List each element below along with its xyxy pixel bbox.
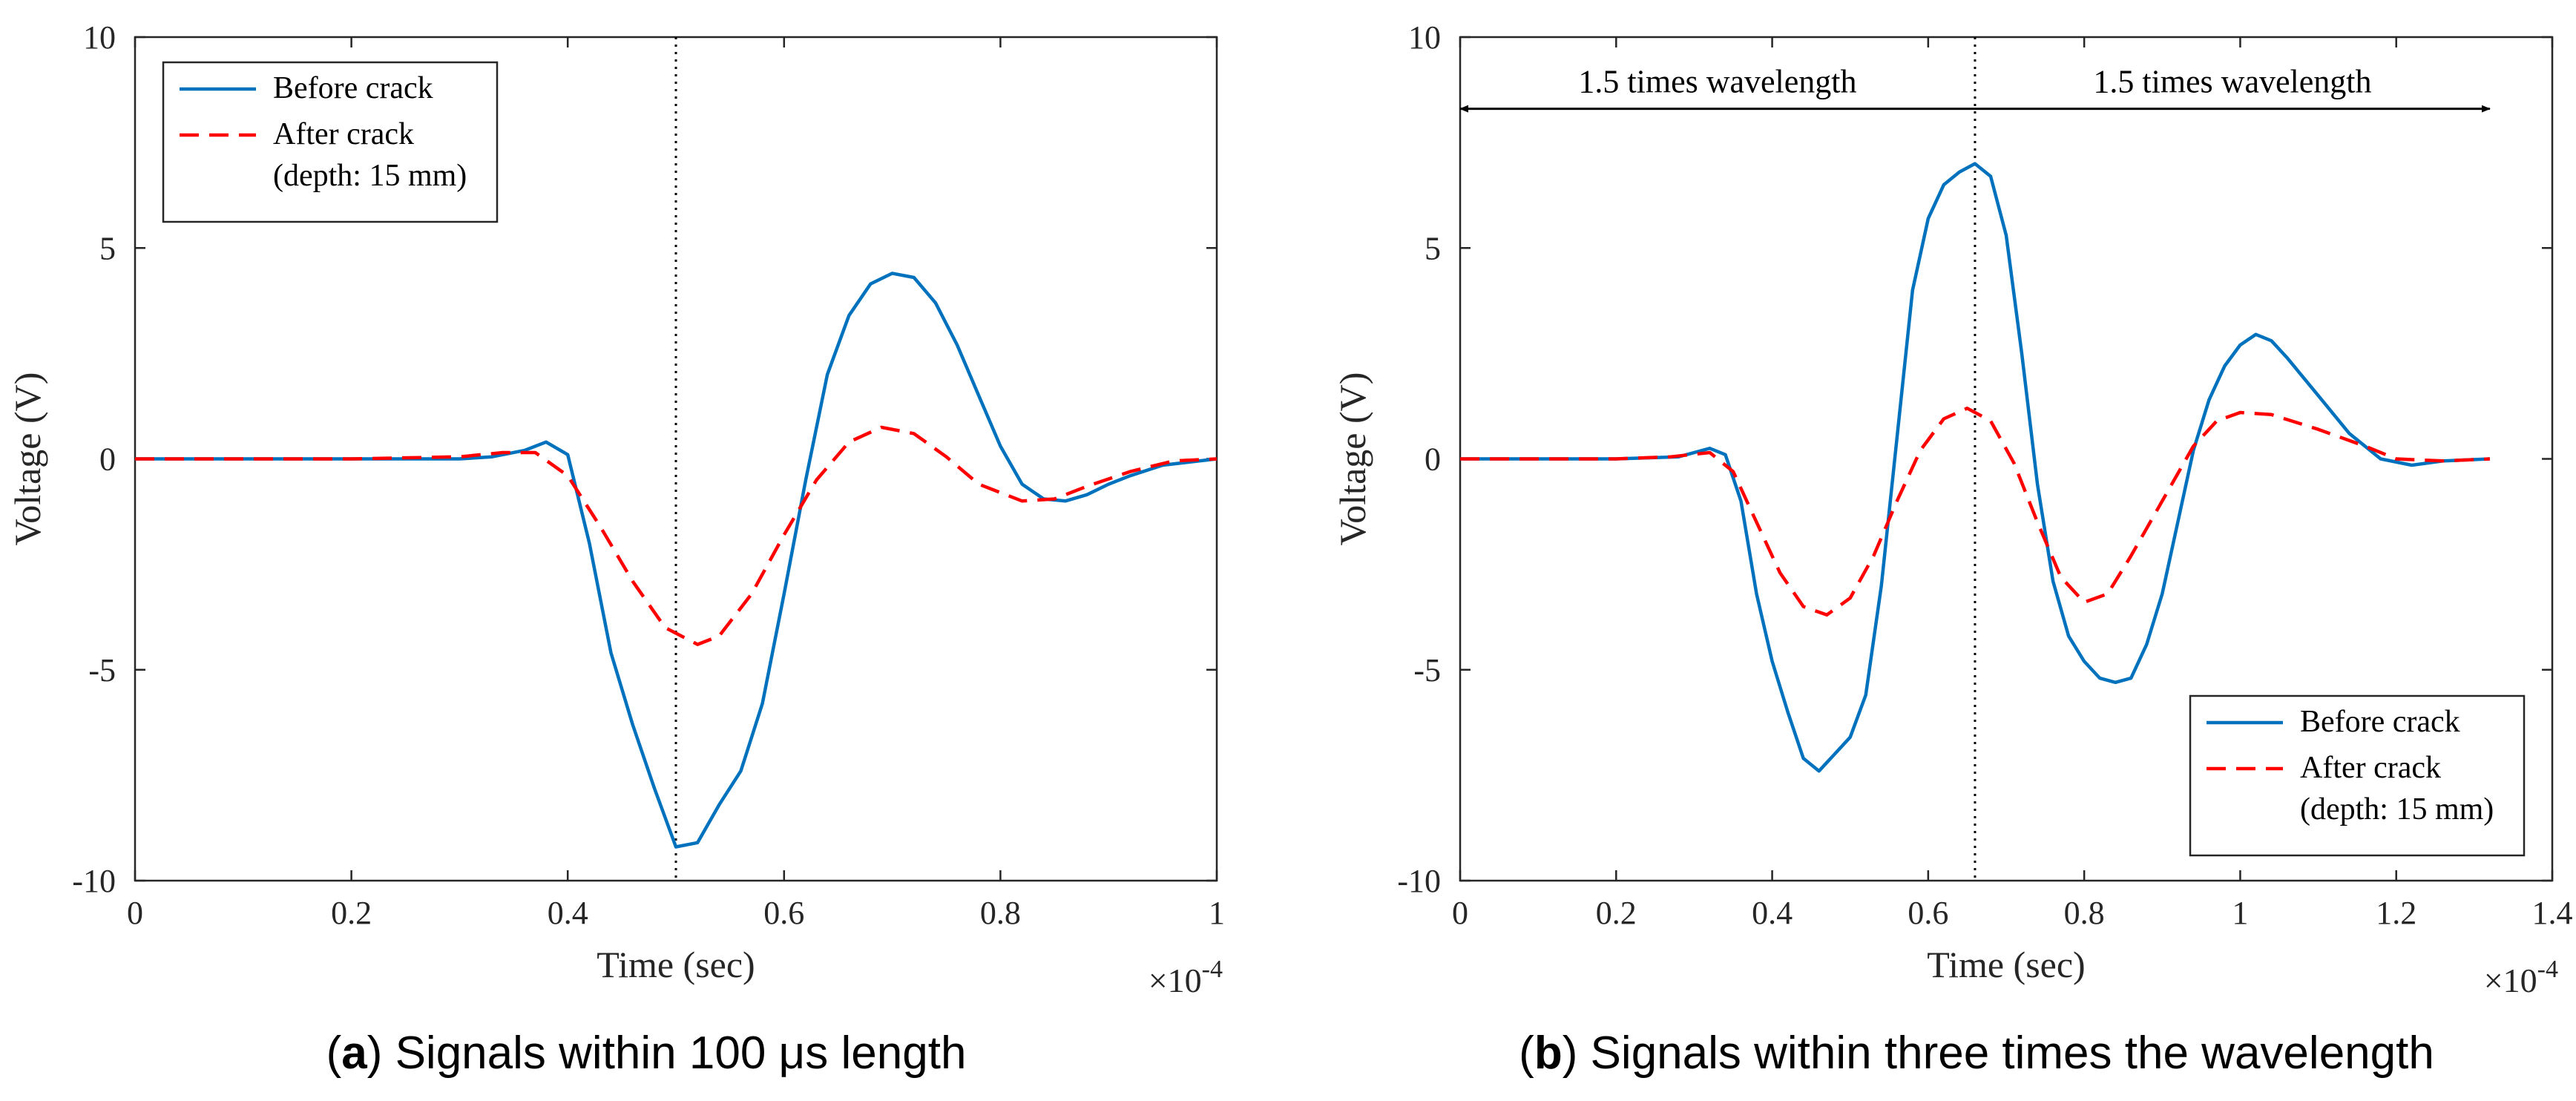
x-tick-label: 0.8: [980, 895, 1021, 931]
y-tick-label: 5: [1425, 230, 1441, 266]
caption-open-paren: (: [1519, 1028, 1534, 1079]
x-tick-label: 0.4: [548, 895, 588, 931]
x-tick-label: 0: [1452, 895, 1468, 931]
x-axis-label: Time (sec): [1927, 944, 2085, 985]
y-tick-label: -5: [1413, 652, 1441, 688]
x-tick-label: 0.6: [763, 895, 804, 931]
panel-caption: (a) Signals within 100 μs length: [326, 1028, 967, 1079]
y-tick-label: 10: [1408, 19, 1441, 56]
x-tick-label: 1: [2232, 895, 2248, 931]
x-tick-label: 0.6: [1908, 895, 1948, 931]
x-tick-label: 0.8: [2064, 895, 2105, 931]
y-tick-label: -10: [72, 863, 116, 899]
exponent-power: -4: [1202, 956, 1223, 983]
series-line-after-crack: [1460, 407, 2490, 617]
x-tick-label: 0: [127, 895, 143, 931]
exponent-power: -4: [2537, 956, 2558, 983]
wavelength-annotation: 1.5 times wavelength: [1578, 64, 1856, 100]
chart-panel-a: 0 0.2 0.4 0.6 0.8 1 -10 -5 0 5 10 Time (sec) Voltage…: [7, 19, 1225, 1079]
legend-label: After crack: [2300, 751, 2441, 785]
y-axis-label: Voltage (V): [7, 372, 48, 546]
x-tick-label: 1.2: [2376, 895, 2416, 931]
x-tick-label: 0.4: [1752, 895, 1793, 931]
exponent-base: ×10: [2484, 962, 2537, 999]
y-tick-label: -5: [88, 652, 116, 688]
y-tick-label: 5: [99, 230, 116, 266]
x-axis-exponent: ×10-4: [1149, 956, 1223, 999]
legend-label: (depth: 15 mm): [273, 159, 467, 193]
caption-panel-label: a: [341, 1028, 367, 1079]
wavelength-annotation: 1.5 times wavelength: [2093, 64, 2371, 100]
legend: Before crack After crack (depth: 15 mm): [162, 61, 499, 223]
caption-panel-label: b: [1534, 1028, 1563, 1079]
y-tick-label: -10: [1397, 863, 1441, 899]
x-tick-label: 0.2: [331, 895, 372, 931]
x-axis-label: Time (sec): [597, 944, 755, 985]
series-line-after-crack: [135, 425, 1218, 646]
y-axis-label: Voltage (V): [1332, 372, 1373, 546]
exponent-base: ×10: [1149, 962, 1202, 999]
y-tick-label: 10: [83, 19, 116, 56]
panel-caption: (b) Signals within three times the wavel…: [1519, 1028, 2434, 1079]
series-line-before-crack: [135, 272, 1218, 849]
series-line-before-crack: [1460, 162, 2490, 773]
y-tick-label: 0: [1425, 441, 1441, 478]
caption-text: ) Signals within three times the wavelen…: [1563, 1028, 2434, 1079]
x-axis-exponent: ×10-4: [2484, 956, 2558, 999]
caption-open-paren: (: [326, 1028, 342, 1079]
legend-label: Before crack: [2300, 705, 2460, 739]
caption-text: ) Signals within 100 μs length: [367, 1028, 967, 1079]
x-tick-label: 1.4: [2532, 895, 2573, 931]
legend-label: After crack: [273, 117, 414, 151]
legend: Before crack After crack (depth: 15 mm): [2189, 694, 2526, 857]
y-tick-label: 0: [99, 441, 116, 478]
chart-panel-b: 0 0.2 0.4 0.6 0.8 1 1.2 1.4 -10 -5 0 5 10 Time (sec) V…: [1332, 19, 2573, 1079]
legend-label: Before crack: [273, 71, 433, 105]
x-tick-label: 0.2: [1596, 895, 1637, 931]
x-tick-label: 1: [1209, 895, 1225, 931]
legend-label: (depth: 15 mm): [2300, 792, 2494, 826]
